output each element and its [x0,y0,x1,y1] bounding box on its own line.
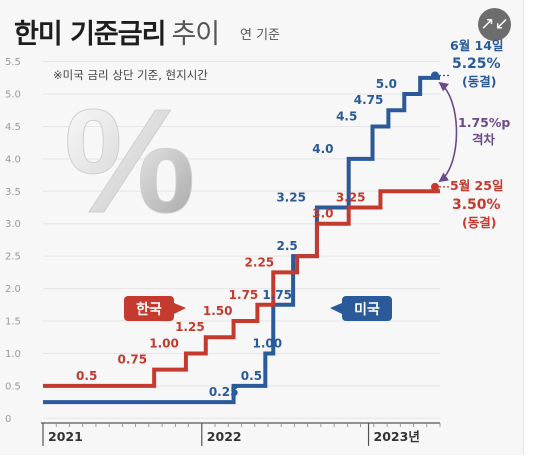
expand-icon[interactable]: ↗↙ [478,8,511,41]
korea-value-label: 1.25 [175,320,205,334]
y-tick-label: 3.5 [5,187,21,198]
chart-note: ※미국 금리 상단 기준, 현지시간 [53,68,208,82]
y-tick-label: 4.5 [5,122,21,133]
chart-title: 한미 기준금리 추이 [14,12,220,51]
us-rate: 5.25% [452,56,501,72]
x-year-label: 2023년 [374,429,420,444]
gap-value: 1.75%p [458,115,510,130]
us-value-label: 0.25 [209,385,239,399]
korea-date: 5월 25일 [450,178,503,193]
rate-chart: 0 0.5 1.0 1.5 2.0 2.5 3.0 3.5 4.0 4.5 5.0 5.5 % 0.2… [5,38,510,446]
y-tick-label: 5.0 [5,90,21,101]
korea-value-label: 0.5 [76,369,97,383]
us-value-label: 4.5 [336,109,357,123]
us-value-label: 4.75 [354,93,384,107]
y-tick-labels: 0 0.5 1.0 1.5 2.0 2.5 3.0 3.5 4.0 4.5 5.0 5.5 [5,57,21,425]
us-tag: 미국 [330,296,392,321]
korea-tag: 한국 [124,296,186,321]
us-rate-line [43,75,440,405]
us-tag-label: 미국 [354,302,380,318]
korea-tag-label: 한국 [136,302,162,318]
y-tick-label: 5.5 [5,57,21,68]
korea-rate-line [43,189,440,388]
percent-graphic: % [64,79,196,244]
korea-status: (동결) [462,215,496,230]
y-tick-label: 2.0 [5,284,21,295]
korea-value-label: 3.25 [336,191,366,205]
x-year-label: 2021 [48,429,83,444]
gap-label: 격차 [472,132,496,147]
us-value-label: 3.25 [276,191,306,205]
us-date: 6월 14일 [450,38,503,53]
y-tick-label: 0.5 [5,381,21,392]
y-tick-label: 4.0 [5,154,21,165]
us-value-label: 5.0 [376,77,397,91]
us-value-label: 1.00 [253,336,283,350]
unit-label: 연 기준 [240,28,281,43]
y-tick-label: 1.5 [5,317,21,328]
title-sub: 추이 [171,19,220,50]
us-value-label: 4.0 [312,142,333,156]
y-tick-label: 1.0 [5,349,21,360]
us-value-label: 2.5 [277,239,298,253]
korea-value-label: 1.75 [229,288,259,302]
title-main: 한미 기준금리 [14,19,166,50]
korea-value-label: 1.00 [149,336,179,350]
gap-bracket [438,81,458,183]
us-value-label: 0.5 [241,369,262,383]
y-tick-label: 0 [5,414,11,425]
korea-end-marker [431,182,439,191]
x-axis: 2021 2022 2023년 [41,422,441,446]
us-status: (동결) [462,74,496,89]
korea-value-label: 3.0 [312,207,333,221]
korea-rate: 3.50% [452,197,501,213]
y-tick-label: 2.5 [5,252,21,263]
us-end-marker [431,71,439,80]
korea-value-label: 0.75 [118,353,148,367]
korea-value-label: 2.25 [245,255,275,269]
y-tick-label: 3.0 [5,219,21,230]
us-value-label: 1.75 [262,288,292,302]
korea-value-label: 1.50 [203,304,233,318]
x-year-label: 2022 [207,429,242,444]
